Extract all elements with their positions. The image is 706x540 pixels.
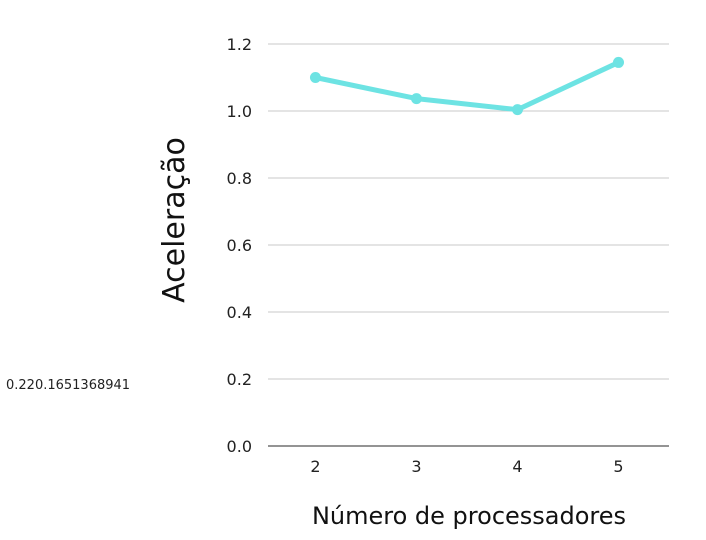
y-tick-label: 0.4 bbox=[227, 303, 252, 322]
y-tick-label: 1.0 bbox=[227, 102, 252, 121]
y-tick-label: 0.2 bbox=[227, 370, 252, 389]
series-layer bbox=[309, 56, 624, 116]
data-point bbox=[410, 93, 422, 105]
x-tick-label: 5 bbox=[613, 457, 623, 476]
y-tick-label: 0.0 bbox=[227, 437, 252, 456]
y-tick-labels: 0.0 0.2 0.4 0.6 0.8 1.0 1.2 bbox=[227, 35, 252, 456]
data-point bbox=[309, 72, 321, 83]
x-tick-labels: 2 3 4 5 bbox=[310, 457, 623, 476]
x-tick-label: 3 bbox=[411, 457, 421, 476]
x-tick-label: 2 bbox=[310, 457, 320, 476]
x-axis-label: Número de processadores bbox=[312, 502, 626, 530]
y-tick-label: 0.6 bbox=[227, 236, 252, 255]
series-line bbox=[312, 59, 621, 113]
y-tick-label: 1.2 bbox=[227, 35, 252, 54]
x-tick-label: 4 bbox=[512, 457, 522, 476]
grid-lines bbox=[268, 43, 669, 447]
data-point bbox=[612, 56, 624, 68]
y-axis-label: Aceleração bbox=[157, 137, 192, 303]
data-point bbox=[511, 104, 523, 116]
side-annotation: 0.220.1651368941 bbox=[6, 378, 131, 393]
y-tick-label: 0.8 bbox=[227, 169, 252, 188]
